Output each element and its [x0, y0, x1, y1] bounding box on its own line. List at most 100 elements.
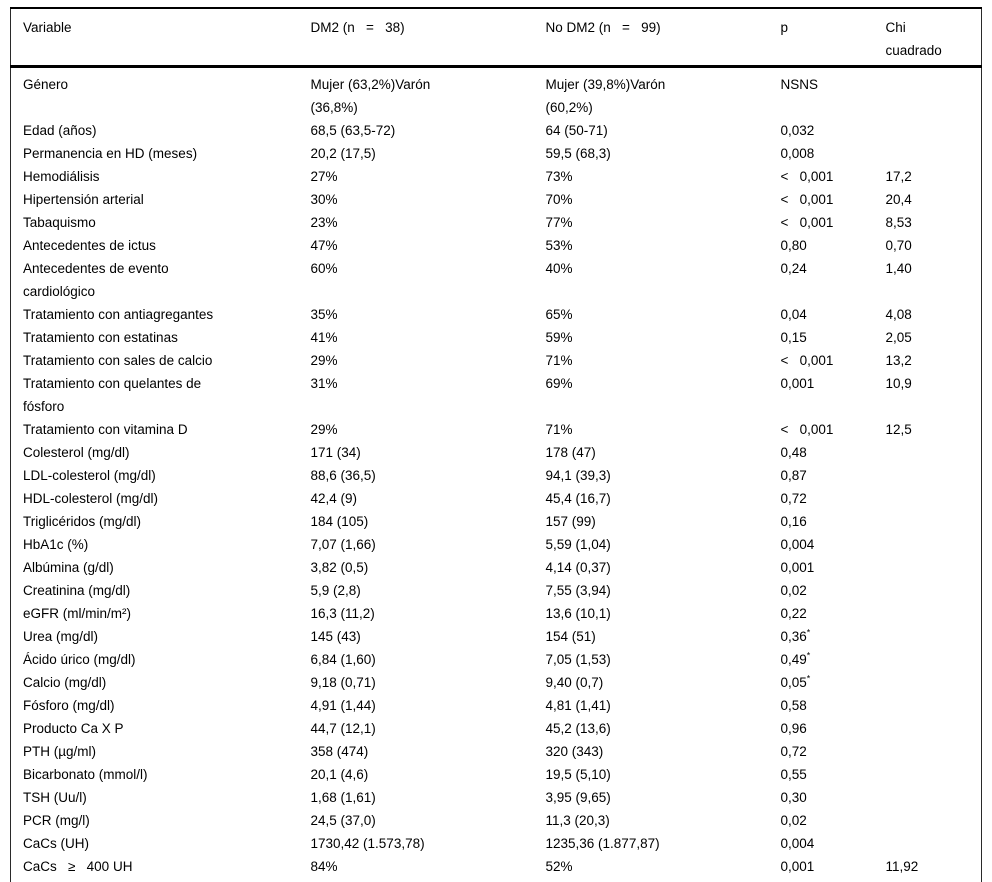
- cell-variable: Albúmina (g/dl): [23, 560, 114, 575]
- cell-p: 0,008: [780, 146, 815, 161]
- cell-variable: Ácido úrico (mg/dl): [23, 652, 136, 667]
- cell-variable: Producto Ca X P: [23, 721, 124, 736]
- cell-nodm2: 64 (50-71): [545, 123, 608, 138]
- cell-dm2: 184 (105): [310, 514, 369, 529]
- cell-chi: [874, 441, 982, 464]
- cell-nodm2: 94,1 (39,3): [545, 468, 611, 483]
- cell-chi: [874, 142, 982, 165]
- cell-dm2: 171 (34): [310, 445, 361, 460]
- cell-variable: eGFR (ml/min/m²): [23, 606, 131, 621]
- cell-variable: Tratamiento con antiagregantes: [23, 307, 214, 322]
- cell-dm2: 6,84 (1,60): [310, 652, 376, 667]
- cell-p: 0,001: [780, 859, 815, 874]
- cell-chi: 2,05: [885, 330, 912, 345]
- cell-dm2: 5,9 (2,8): [310, 583, 361, 598]
- cell-p: < 0,001: [780, 169, 834, 184]
- cell-dm2: 16,3 (11,2): [310, 606, 375, 621]
- cell-chi: [874, 671, 982, 694]
- footnote-marker: *: [806, 673, 811, 684]
- cell-chi: [874, 648, 982, 671]
- cell-p: NSNS: [780, 77, 819, 92]
- cell-nodm2: 73%: [545, 169, 573, 184]
- cell-chi: [874, 786, 982, 809]
- cell-p: 0,24: [780, 261, 807, 276]
- table-row: Fósforo (mg/dl) 4,91 (1,44) 4,81 (1,41) 0,5…: [11, 694, 982, 717]
- cell-nodm2: 45,4 (16,7): [545, 491, 611, 506]
- cell-variable: PCR (mg/l): [23, 813, 90, 828]
- cell-chi: [874, 119, 982, 142]
- cell-dm2: 60%: [310, 261, 338, 276]
- table-row: Tratamiento con quelantes de fósforo 31% 6…: [11, 372, 982, 418]
- cell-variable: Tratamiento con vitamina D: [23, 422, 188, 437]
- table-row: CaCs ≥ 400 UH 84% 52% 0,001 11,92: [11, 855, 982, 882]
- cell-p: < 0,001: [780, 192, 834, 207]
- header-variable: Variable: [10, 8, 299, 68]
- cell-chi: [874, 602, 982, 625]
- table-row: PTH (µg/ml) 358 (474) 320 (343) 0,72: [11, 740, 982, 763]
- table-row: Calcio (mg/dl) 9,18 (0,71) 9,40 (0,7) 0,05*: [11, 671, 982, 694]
- table-row: Albúmina (g/dl) 3,82 (0,5) 4,14 (0,37) 0,00…: [11, 556, 982, 579]
- cell-p: 0,48: [780, 445, 807, 460]
- cell-nodm2: 4,81 (1,41): [545, 698, 611, 713]
- cell-dm2: 29%: [310, 422, 338, 437]
- cell-p: 0,36*: [780, 627, 811, 644]
- cell-chi: 1,40: [885, 261, 912, 276]
- cell-nodm2: 7,05 (1,53): [545, 652, 611, 667]
- cell-p: 0,72: [780, 744, 807, 759]
- table-row: Tratamiento con estatinas 41% 59% 0,15 2,05: [11, 326, 982, 349]
- cell-dm2: 23%: [310, 215, 338, 230]
- cell-dm2: 24,5 (37,0): [310, 813, 376, 828]
- table-row: HbA1c (%) 7,07 (1,66) 5,59 (1,04) 0,004: [11, 533, 982, 556]
- cell-nodm2: 13,6 (10,1): [545, 606, 611, 621]
- cell-dm2: 1730,42 (1.573,78): [310, 836, 425, 851]
- cell-dm2: 68,5 (63,5-72): [310, 123, 396, 138]
- cell-nodm2: 19,5 (5,10): [545, 767, 611, 782]
- cell-nodm2: 3,95 (9,65): [545, 790, 611, 805]
- cell-p: 0,05*: [780, 673, 811, 690]
- cell-variable: LDL-colesterol (mg/dl): [23, 468, 156, 483]
- cell-variable: Triglicéridos (mg/dl): [23, 514, 142, 529]
- table-row: HDL-colesterol (mg/dl) 42,4 (9) 45,4 (16,7…: [11, 487, 982, 510]
- cell-p: 0,96: [780, 721, 807, 736]
- cell-chi: [874, 464, 982, 487]
- cell-chi: [874, 832, 982, 855]
- cell-dm2: 29%: [310, 353, 338, 368]
- cell-nodm2: 320 (343): [545, 744, 604, 759]
- header-no-dm2: No DM2 (n = 99): [533, 8, 769, 68]
- cell-nodm2: 7,55 (3,94): [545, 583, 611, 598]
- cell-dm2: 1,68 (1,61): [310, 790, 376, 805]
- cell-variable: Género: [23, 77, 69, 92]
- cell-p: 0,001: [780, 560, 815, 575]
- cell-variable: Tratamiento con sales de calcio: [23, 353, 213, 368]
- cell-p: 0,04: [780, 307, 807, 322]
- cell-chi: [874, 556, 982, 579]
- table-row: Tratamiento con vitamina D 29% 71% < 0,001 1…: [11, 418, 982, 441]
- cell-nodm2: 59%: [545, 330, 573, 345]
- cell-dm2: 20,1 (4,6): [310, 767, 369, 782]
- cell-chi: 10,9: [885, 376, 912, 391]
- cell-dm2: 47%: [310, 238, 338, 253]
- cell-chi: [874, 67, 982, 120]
- cell-p: 0,58: [780, 698, 807, 713]
- cell-variable: Antecedentes de evento cardiológico: [23, 261, 169, 299]
- cell-p: 0,16: [780, 514, 807, 529]
- cell-variable: PTH (µg/ml): [23, 744, 97, 759]
- cell-variable: HDL-colesterol (mg/dl): [23, 491, 159, 506]
- cell-variable: Tratamiento con estatinas: [23, 330, 178, 345]
- table-row: Hemodiálisis 27% 73% < 0,001 17,2: [11, 165, 982, 188]
- cell-p: 0,22: [780, 606, 807, 621]
- cell-dm2: 88,6 (36,5): [310, 468, 376, 483]
- header-row: Variable DM2 (n = 38) No DM2 (n = 99) p …: [10, 8, 982, 68]
- table-row: Bicarbonato (mmol/l) 20,1 (4,6) 19,5 (5,10…: [11, 763, 982, 786]
- table-row: Género Mujer (63,2%)Varón (36,8%) Mujer (3…: [11, 67, 982, 120]
- cell-chi: [874, 487, 982, 510]
- cell-variable: Tabaquismo: [23, 215, 96, 230]
- table-row: Tratamiento con sales de calcio 29% 71% < 0…: [11, 349, 982, 372]
- table-row: Antecedentes de evento cardiológico 60% 40…: [11, 257, 982, 303]
- cell-p: 0,55: [780, 767, 807, 782]
- cell-dm2: 20,2 (17,5): [310, 146, 376, 161]
- cell-nodm2: 154 (51): [545, 629, 596, 644]
- cell-dm2: 7,07 (1,66): [310, 537, 376, 552]
- cell-variable: Edad (años): [23, 123, 97, 138]
- footnote-marker: *: [806, 650, 811, 661]
